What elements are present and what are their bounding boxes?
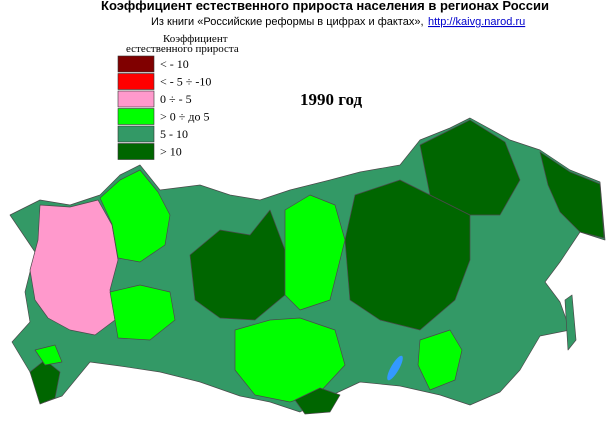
region xyxy=(99,169,171,263)
source-link[interactable]: http://kaivg.narod.ru xyxy=(428,16,525,28)
region xyxy=(29,359,61,405)
legend-label: < - 5 ÷ -10 xyxy=(160,75,211,89)
source-text: Из книги «Российские реформы в цифрах и … xyxy=(151,16,424,28)
region xyxy=(109,284,176,341)
region xyxy=(539,151,605,239)
legend-label: > 10 xyxy=(160,145,182,159)
legend-swatch xyxy=(117,143,155,160)
region xyxy=(234,317,346,403)
legend-swatch xyxy=(117,125,155,143)
year-label: 1990 год xyxy=(300,90,363,109)
legend-swatch xyxy=(117,55,155,73)
legend-label: > 0 ÷ до 5 xyxy=(160,110,209,124)
island xyxy=(564,294,577,351)
legend-label: 5 - 10 xyxy=(160,127,188,141)
legend-label: 0 ÷ - 5 xyxy=(160,92,192,106)
legend-title-line: естественного прироста xyxy=(126,43,239,55)
region xyxy=(34,344,63,366)
legend: Коэффициент естественного прироста < - 1… xyxy=(117,33,239,160)
map xyxy=(9,117,606,415)
region xyxy=(344,179,471,331)
region xyxy=(294,387,341,415)
legend-swatch xyxy=(117,90,155,108)
region xyxy=(419,119,521,216)
region xyxy=(284,194,346,311)
region xyxy=(29,199,119,336)
lake xyxy=(387,355,403,381)
source-link-text: http://kaivg.narod.ru xyxy=(428,16,525,28)
title: Коэффициент естественного прироста насел… xyxy=(101,0,549,13)
region xyxy=(417,329,463,391)
legend-swatch xyxy=(117,73,155,90)
legend-swatch xyxy=(117,108,155,125)
legend-title-line: Коэффициент xyxy=(163,33,228,45)
legend-label: < - 10 xyxy=(160,57,189,71)
